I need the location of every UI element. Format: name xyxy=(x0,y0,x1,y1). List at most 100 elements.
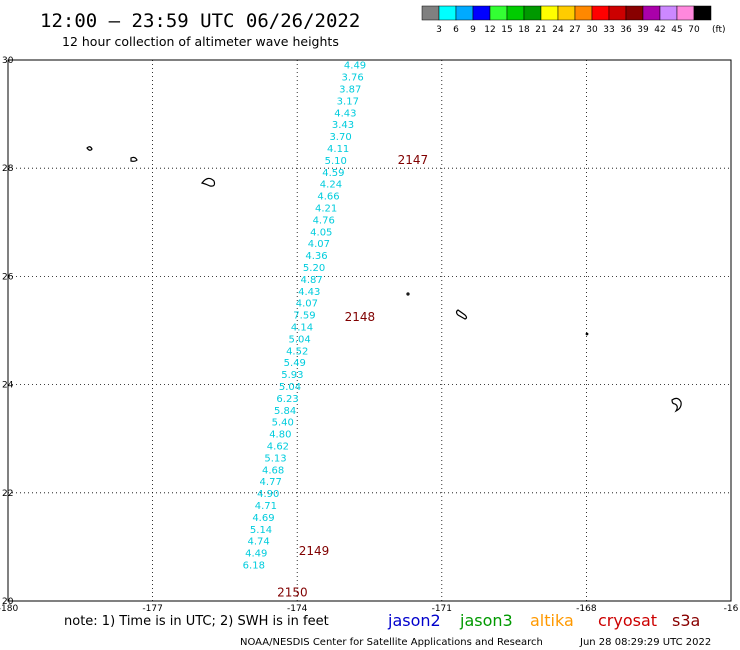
legend-swatch xyxy=(693,5,712,21)
wave-height-value: 5.10 xyxy=(325,156,347,167)
wave-height-value: 4.07 xyxy=(308,239,330,250)
wave-height-value: 6.23 xyxy=(276,394,298,405)
legend-label: 27 xyxy=(569,25,580,35)
legend-label: 42 xyxy=(654,25,665,35)
wave-height-value: 4.76 xyxy=(313,215,335,226)
wave-height-value: 5.20 xyxy=(303,263,325,274)
legend-swatch xyxy=(540,5,559,21)
wave-height-value: 5.14 xyxy=(250,525,272,536)
legend-swatch xyxy=(421,5,440,21)
map-frame xyxy=(7,59,732,602)
lon-tick-label: -180 xyxy=(0,604,18,614)
legend-label: 70 xyxy=(688,25,700,35)
wave-height-value: 4.80 xyxy=(269,430,291,441)
wave-height-value: 3.76 xyxy=(341,73,363,84)
wave-height-value: 6.18 xyxy=(243,561,265,572)
wave-height-value: 5.84 xyxy=(274,406,296,417)
pass-number-label: 2147 xyxy=(398,153,429,167)
wave-height-value: 4.62 xyxy=(267,442,289,453)
satellite-name-jason2: jason2 xyxy=(387,611,441,630)
pass-number-label: 2148 xyxy=(345,310,376,324)
legend-label: 3 xyxy=(436,25,442,35)
satellite-track: 4.493.763.873.174.433.433.704.115.104.59… xyxy=(243,61,366,572)
wave-height-value: 4.49 xyxy=(344,61,366,72)
wave-height-value: 5.93 xyxy=(281,370,303,381)
lon-tick-label: -168 xyxy=(576,604,597,614)
wave-height-value: 4.07 xyxy=(296,299,318,310)
wave-height-value: 4.43 xyxy=(298,287,320,298)
wave-height-value: 5.13 xyxy=(264,453,286,464)
legend-label: 33 xyxy=(603,25,614,35)
wave-height-value: 4.74 xyxy=(248,537,270,548)
island-outline xyxy=(671,397,682,413)
legend-label: 9 xyxy=(470,25,476,35)
legend-label: 21 xyxy=(535,25,546,35)
legend-label: 24 xyxy=(552,25,564,35)
satellite-name-cryosat: cryosat xyxy=(598,611,657,630)
wave-height-value: 5.49 xyxy=(284,358,306,369)
legend-swatch xyxy=(523,5,542,21)
legend-label: 39 xyxy=(637,25,649,35)
wave-height-value: 4.49 xyxy=(245,549,267,560)
lat-tick-label: 22 xyxy=(2,489,13,499)
island-dot xyxy=(585,332,589,336)
legend-swatch xyxy=(506,5,525,21)
island-outlines xyxy=(86,146,682,413)
map-title: 12:00 – 23:59 UTC 06/26/2022 xyxy=(40,10,360,32)
legend-swatch xyxy=(642,5,661,21)
wave-height-value: 3.87 xyxy=(339,84,361,95)
legend-swatch xyxy=(489,5,508,21)
wave-height-value: 4.43 xyxy=(334,108,356,119)
pass-number-label: 2149 xyxy=(299,544,330,558)
wave-height-value: 4.21 xyxy=(315,203,337,214)
map-subtitle: 12 hour collection of altimeter wave hei… xyxy=(62,34,339,49)
satellite-name-s3a: s3a xyxy=(672,611,700,630)
lat-lon-grid xyxy=(8,60,731,601)
wave-height-value: 4.77 xyxy=(260,477,282,488)
footer-note: note: 1) Time is in UTC; 2) SWH is in fe… xyxy=(64,614,329,629)
legend-label: 6 xyxy=(453,25,459,35)
legend-label: 18 xyxy=(518,25,530,35)
axis-tick-labels: -180 -177 -174 -171 -168 -16 20 22 24 26 28 30 xyxy=(0,56,739,614)
satellite-legend: jason2 jason3 altika cryosat s3a xyxy=(387,611,700,630)
pass-number-label: 2150 xyxy=(277,586,308,600)
wave-height-value: 5.40 xyxy=(272,418,294,429)
pass-labels: 2147 2148 2149 2150 xyxy=(277,153,428,600)
footer-credit: NOAA/NESDIS Center for Satellite Applica… xyxy=(240,637,543,648)
footer-timestamp: Jun 28 08:29:29 UTC 2022 xyxy=(579,637,711,648)
wave-height-value: 4.36 xyxy=(305,251,327,262)
legend-swatch xyxy=(438,5,457,21)
legend-label: 36 xyxy=(620,25,632,35)
satellite-name-altika: altika xyxy=(530,611,574,630)
legend-swatch xyxy=(574,5,593,21)
wave-height-value: 7.59 xyxy=(293,311,315,322)
lon-tick-label: -171 xyxy=(432,604,452,614)
lat-tick-label: 30 xyxy=(2,56,14,66)
island-outline xyxy=(455,309,468,320)
legend-swatch xyxy=(591,5,610,21)
legend-swatch xyxy=(676,5,695,21)
wave-height-value: 4.24 xyxy=(320,180,342,191)
wave-height-value: 4.59 xyxy=(322,168,344,179)
island-dot xyxy=(406,292,410,296)
legend-swatch xyxy=(625,5,644,21)
wave-height-value: 4.66 xyxy=(317,192,339,203)
wave-height-value: 4.87 xyxy=(301,275,323,286)
wave-height-value: 4.52 xyxy=(286,346,308,357)
island-outline xyxy=(130,156,138,162)
legend-label: 30 xyxy=(586,25,598,35)
island-outline xyxy=(86,146,93,151)
lat-tick-label: 24 xyxy=(2,381,14,391)
legend-swatch xyxy=(608,5,627,21)
satellite-name-jason3: jason3 xyxy=(459,611,513,630)
legend-label: 45 xyxy=(671,25,682,35)
legend-label: 15 xyxy=(501,25,512,35)
legend-unit: (ft) xyxy=(712,25,726,35)
legend-swatch xyxy=(455,5,474,21)
wave-height-value: 4.14 xyxy=(291,323,313,334)
wave-height-value: 5.04 xyxy=(279,382,301,393)
wave-height-value: 3.17 xyxy=(337,96,359,107)
lat-tick-label: 28 xyxy=(2,164,14,174)
wave-height-value: 3.70 xyxy=(329,132,351,143)
